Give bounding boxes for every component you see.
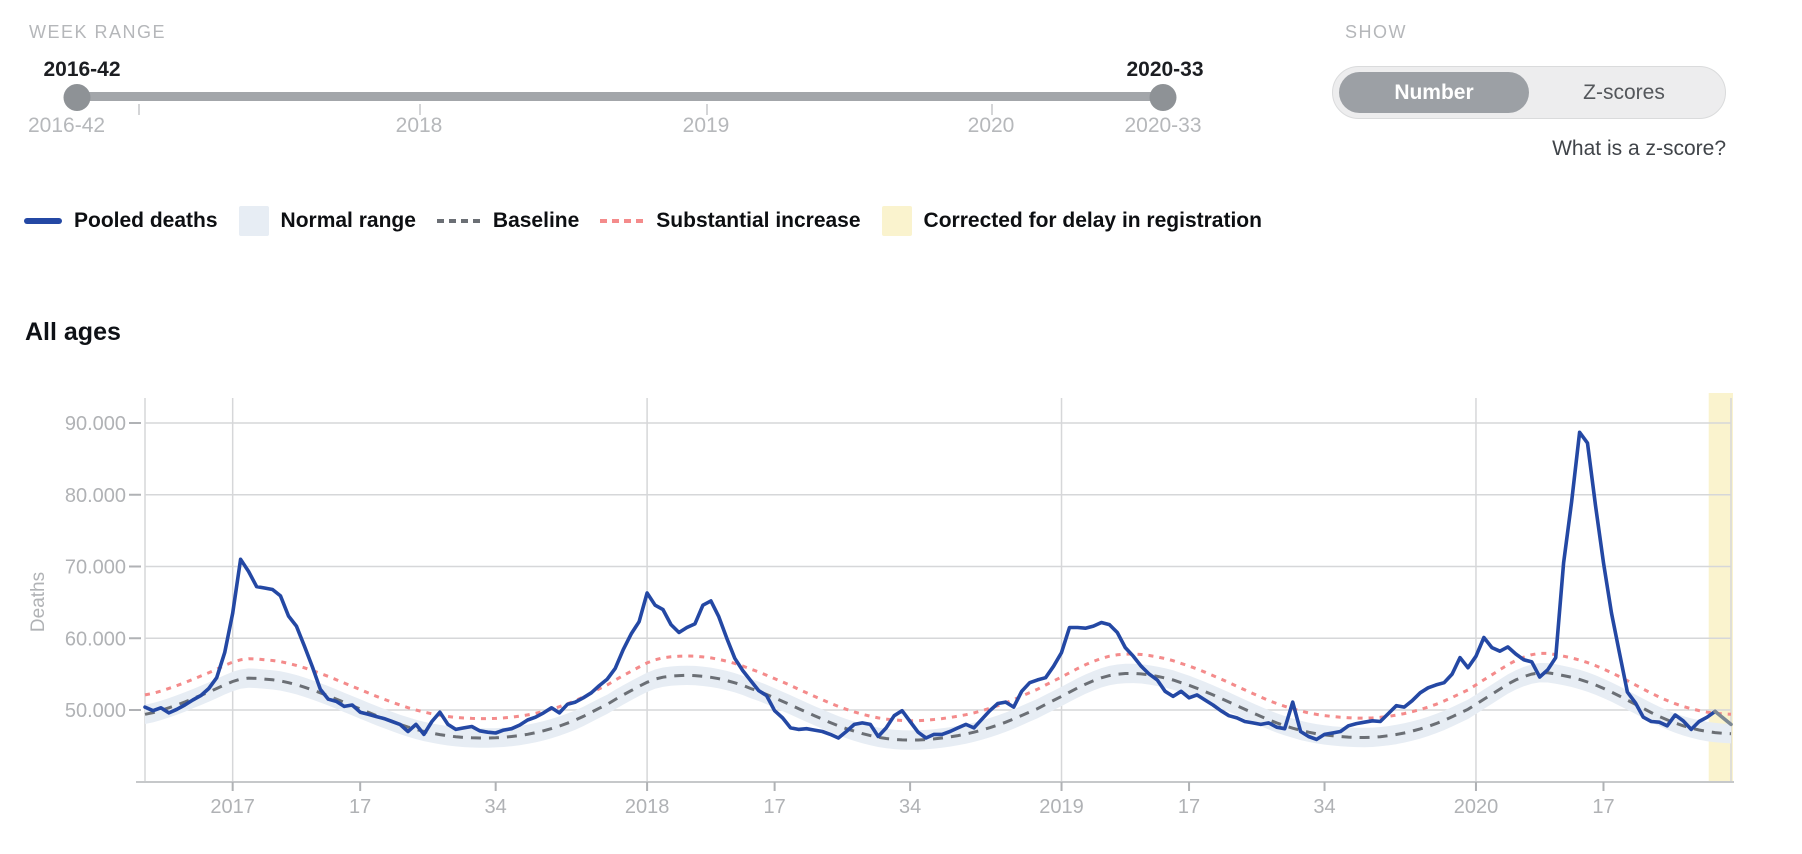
legend-item: Pooled deaths	[24, 209, 218, 233]
zscore-help-link[interactable]: What is a z-score?	[1552, 137, 1726, 160]
slider-end-value: 2020-33	[1126, 58, 1204, 81]
legend-label: Normal range	[280, 209, 416, 232]
slider-axis-label: 2020	[967, 114, 1015, 137]
y-axis-label: 70.000	[65, 557, 126, 579]
legend-swatch-square	[238, 206, 269, 236]
slider-tick	[991, 104, 993, 115]
toggle-option-number[interactable]: Number	[1339, 72, 1529, 113]
show-toggle[interactable]: Number Z-scores	[1332, 66, 1726, 119]
x-axis-label: 2017	[210, 796, 255, 818]
chart-title: All ages	[25, 318, 121, 346]
pooled-deaths-corrected-line	[1713, 709, 1733, 727]
slider-handle-start[interactable]	[63, 84, 91, 111]
legend-swatch-dashes	[600, 219, 645, 223]
x-axis-label: 34	[1313, 796, 1335, 818]
slider-tick	[706, 104, 708, 115]
mortality-chart: 50.000 60.000 70.000 80.000 90.000 2017 17 34 20…	[28, 393, 1734, 818]
pooled-deaths-line	[143, 430, 1717, 742]
slider-axis-label: 2018	[395, 114, 443, 137]
slider-start-value: 2016-42	[43, 58, 121, 81]
y-axis-label: 60.000	[65, 628, 126, 650]
legend-item: Corrected for delay in registration	[881, 206, 1262, 236]
chart-legend: Pooled deaths Normal range Baseline Substan…	[24, 206, 1262, 236]
slider-tick	[138, 104, 140, 115]
x-axis-label: 17	[763, 796, 785, 818]
y-axis-title: Deaths	[28, 572, 49, 632]
normal-range-band	[145, 663, 1731, 750]
legend-label: Corrected for delay in registration	[923, 209, 1262, 232]
x-axis-label: 17	[1592, 796, 1614, 818]
week-range-slider-track[interactable]	[70, 92, 1170, 101]
legend-swatch-square	[881, 206, 912, 236]
legend-item: Normal range	[238, 206, 416, 236]
slider-axis-label: 2016-42	[28, 114, 106, 137]
slider-axis-label: 2019	[682, 114, 730, 137]
toggle-option-zscores[interactable]: Z-scores	[1583, 80, 1665, 104]
legend-label: Baseline	[492, 209, 580, 232]
legend-swatch-dashes	[436, 219, 481, 223]
x-axis-label: 34	[485, 796, 507, 818]
y-axis-label: 50.000	[65, 700, 126, 722]
legend-label: Substantial increase	[656, 209, 861, 232]
legend-swatch-line	[24, 218, 62, 224]
week-range-label: WEEK RANGE	[29, 22, 167, 42]
y-axis-label: 80.000	[65, 485, 126, 507]
x-axis-label: 17	[349, 796, 371, 818]
legend-label: Pooled deaths	[74, 209, 218, 232]
show-label: SHOW	[1345, 22, 1407, 42]
x-axis-label: 2018	[625, 796, 670, 818]
x-axis-label: 2019	[1039, 796, 1084, 818]
x-axis-label: 34	[899, 796, 921, 818]
legend-item: Baseline	[436, 209, 580, 233]
legend-item: Substantial increase	[600, 209, 861, 233]
slider-handle-end[interactable]	[1149, 84, 1177, 111]
slider-axis-label: 2020-33	[1124, 114, 1202, 137]
x-axis-label: 17	[1178, 796, 1200, 818]
substantial-increase-line	[144, 651, 1732, 723]
baseline-line	[144, 671, 1732, 742]
slider-tick	[419, 104, 421, 115]
y-axis-label: 90.000	[65, 413, 126, 435]
x-axis-label: 2020	[1454, 796, 1499, 818]
